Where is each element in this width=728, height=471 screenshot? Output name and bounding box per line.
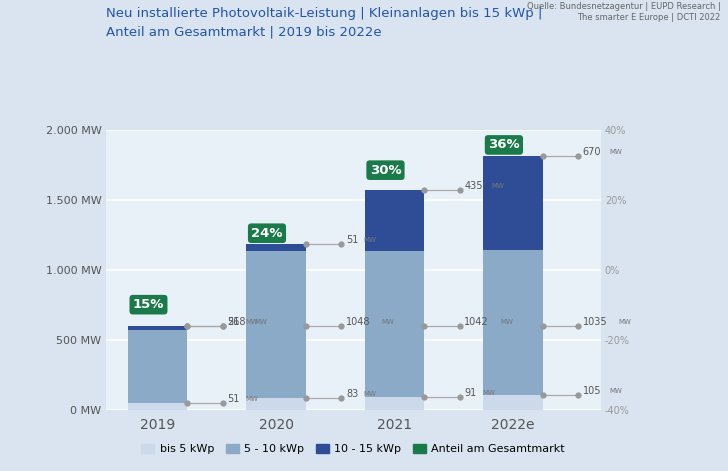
- Legend: bis 5 kWp, 5 - 10 kWp, 10 - 15 kWp, Anteil am Gesamtmarkt: bis 5 kWp, 5 - 10 kWp, 10 - 15 kWp, Ante…: [137, 439, 569, 459]
- Bar: [365, 190, 424, 251]
- Text: MW: MW: [609, 388, 622, 394]
- Text: MW: MW: [491, 183, 504, 189]
- Text: MW: MW: [482, 390, 495, 396]
- Text: Neu installierte Photovoltaik-Leistung | Kleinanlagen bis 15 kWp |: Neu installierte Photovoltaik-Leistung |…: [106, 7, 542, 20]
- Text: MW: MW: [245, 319, 258, 325]
- Text: Quelle: Bundesnetzagentur | EUPD Research |
The smarter E Europe | DCTI 2022: Quelle: Bundesnetzagentur | EUPD Researc…: [527, 2, 721, 22]
- Bar: [365, 397, 424, 410]
- Bar: [128, 330, 187, 403]
- Bar: [128, 403, 187, 410]
- Bar: [483, 250, 542, 395]
- Bar: [247, 398, 306, 410]
- Text: 24%: 24%: [251, 227, 282, 240]
- Text: MW: MW: [381, 319, 395, 325]
- Text: 36%: 36%: [488, 138, 520, 152]
- Text: MW: MW: [254, 319, 267, 325]
- Text: MW: MW: [609, 149, 622, 155]
- Text: 91: 91: [464, 388, 477, 398]
- Text: MW: MW: [500, 319, 513, 325]
- Text: MW: MW: [364, 391, 376, 397]
- Text: 1048: 1048: [346, 317, 371, 327]
- Bar: [365, 251, 424, 397]
- Text: MW: MW: [245, 396, 258, 402]
- Text: MW: MW: [618, 319, 631, 325]
- Text: 15%: 15%: [132, 298, 165, 311]
- Text: 1035: 1035: [583, 317, 607, 327]
- Text: 105: 105: [583, 386, 601, 396]
- Text: 1042: 1042: [464, 317, 489, 327]
- Text: 26: 26: [228, 317, 240, 327]
- Text: 83: 83: [346, 389, 358, 399]
- Bar: [483, 395, 542, 410]
- Text: 518: 518: [228, 317, 246, 327]
- Bar: [128, 326, 187, 330]
- Text: Anteil am Gesamtmarkt | 2019 bis 2022e: Anteil am Gesamtmarkt | 2019 bis 2022e: [106, 26, 381, 39]
- Bar: [247, 244, 306, 252]
- Bar: [483, 156, 542, 250]
- Text: MW: MW: [364, 237, 376, 243]
- Text: 30%: 30%: [370, 163, 401, 177]
- Text: 435: 435: [464, 181, 483, 191]
- Text: 670: 670: [583, 147, 601, 157]
- Bar: [247, 252, 306, 398]
- Text: 51: 51: [228, 394, 240, 404]
- Text: 51: 51: [346, 235, 358, 245]
